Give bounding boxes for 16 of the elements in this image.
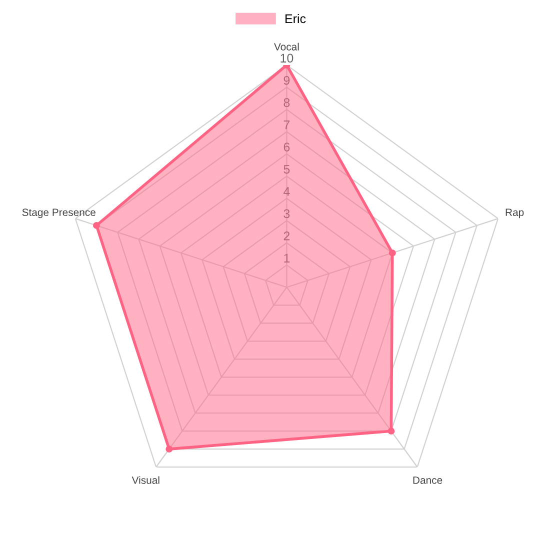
spoke-label: Rap <box>506 208 524 218</box>
legend-label: Eric <box>286 14 306 24</box>
spoke-label: Dance <box>413 476 442 484</box>
y-tick-label: 5 <box>284 164 290 174</box>
spoke-label: Stage Presence <box>22 208 96 218</box>
y-tick-label: 4 <box>284 187 290 196</box>
y-tick-label: 10 <box>280 54 294 63</box>
y-tick-label: 9 <box>284 76 290 85</box>
y-tick-label: 3 <box>284 209 290 218</box>
y-tick-label: 6 <box>284 142 290 152</box>
y-tick-label: 8 <box>284 98 290 108</box>
y-tick-label: 2 <box>284 231 290 240</box>
spoke-label: Vocal <box>274 42 299 50</box>
spoke-label: Visual <box>132 476 160 484</box>
y-tick-label: 7 <box>284 120 290 130</box>
y-tick-label: 1 <box>284 254 290 262</box>
